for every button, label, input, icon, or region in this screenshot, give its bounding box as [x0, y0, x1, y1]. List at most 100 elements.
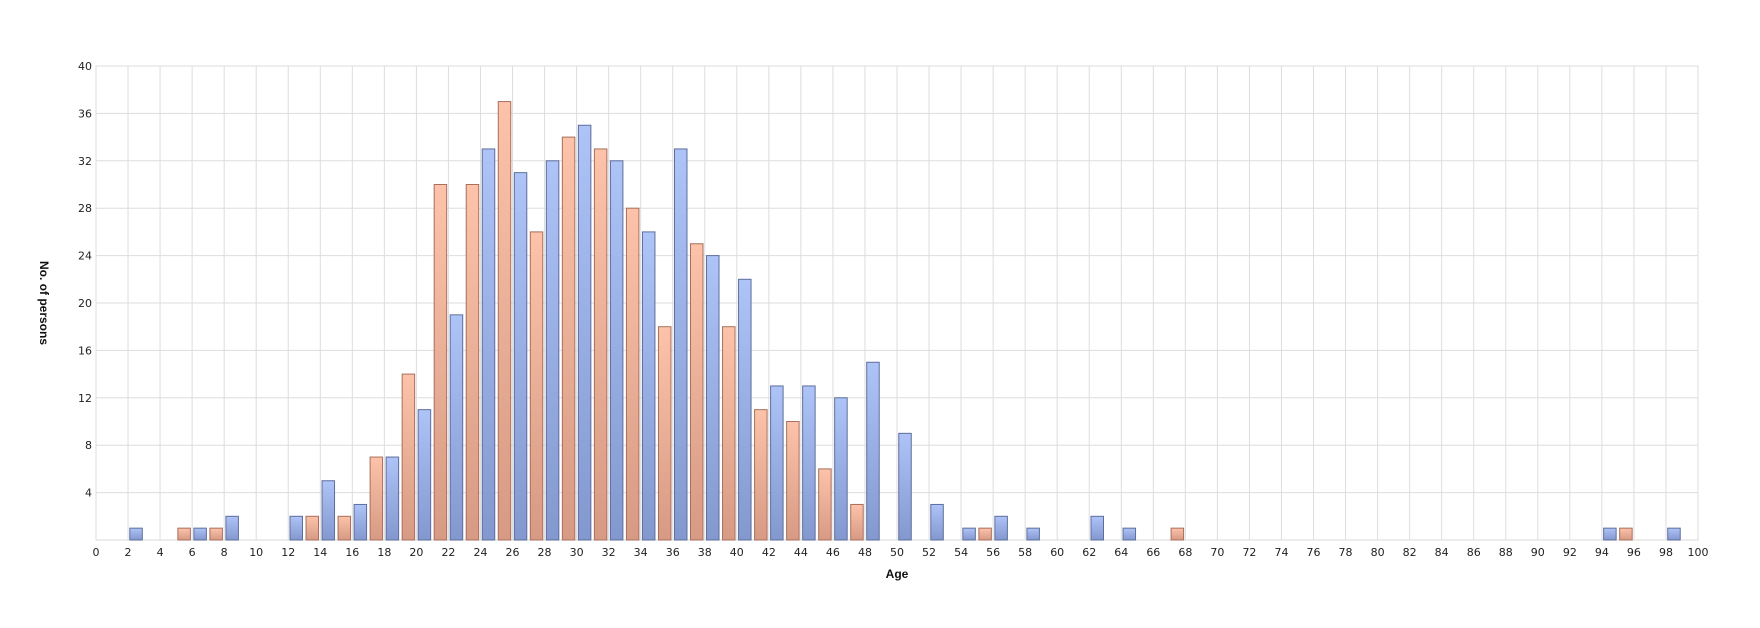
x-tick-label: 80	[1371, 546, 1385, 559]
x-tick-label: 32	[602, 546, 616, 559]
x-tick-label: 44	[794, 546, 808, 559]
bar-blue	[513, 172, 528, 541]
bar-blue	[1026, 527, 1040, 541]
x-tick-label: 4	[157, 546, 164, 559]
x-tick-label: 12	[281, 546, 295, 559]
bar-orange	[1170, 527, 1185, 541]
x-tick-label: 90	[1531, 546, 1545, 559]
x-tick-label: 84	[1435, 546, 1449, 559]
bar-blue	[834, 397, 848, 541]
x-tick-label: 92	[1563, 546, 1577, 559]
bar-orange	[401, 373, 416, 541]
bar-orange	[209, 527, 223, 541]
bar-blue	[930, 503, 944, 541]
y-axis-title: No. of persons	[37, 261, 51, 345]
x-tick-label: 86	[1467, 546, 1481, 559]
x-tick-label: 38	[698, 546, 712, 559]
y-tick-label: 32	[78, 155, 92, 168]
bar-blue	[449, 314, 464, 541]
x-tick-label: 68	[1178, 546, 1192, 559]
x-tick-label: 24	[473, 546, 487, 559]
x-tick-label: 36	[666, 546, 680, 559]
grid-lines	[95, 65, 1699, 540]
x-tick-label: 52	[922, 546, 936, 559]
bar-blue	[1122, 527, 1137, 541]
bar-orange	[786, 421, 800, 541]
bar-orange	[625, 207, 640, 541]
x-tick-label: 78	[1339, 546, 1353, 559]
x-tick-label: 20	[409, 546, 423, 559]
x-tick-label: 94	[1595, 546, 1609, 559]
bar-orange	[657, 326, 672, 541]
bar-orange	[690, 243, 704, 541]
bar-blue	[321, 480, 336, 541]
x-tick-label: 74	[1274, 546, 1288, 559]
bar-blue	[962, 527, 976, 541]
bar-blue	[417, 409, 432, 541]
bar-orange	[722, 326, 736, 541]
tick-labels: 0 2 4 6 8 10 12 14 16 18 20 22 24 26 28 30 32 34 36 38 40 42 4…	[78, 60, 1709, 559]
bar-orange	[305, 515, 320, 541]
x-tick-label: 62	[1082, 546, 1096, 559]
x-tick-label: 66	[1146, 546, 1160, 559]
x-tick-label: 50	[890, 546, 904, 559]
x-tick-label: 40	[730, 546, 744, 559]
bar-blue	[866, 361, 880, 541]
bar-blue	[641, 231, 656, 541]
x-tick-label: 28	[538, 546, 552, 559]
bar-orange	[978, 527, 992, 541]
bar-orange	[561, 136, 576, 541]
bar-blue	[609, 160, 624, 541]
x-tick-label: 64	[1114, 546, 1128, 559]
x-tick-label: 100	[1688, 546, 1709, 559]
x-tick-label: 30	[570, 546, 584, 559]
bar-blue	[193, 527, 207, 541]
bar-orange	[593, 148, 608, 541]
bar-orange	[754, 409, 768, 541]
bar-orange	[497, 101, 512, 541]
bar-blue	[1090, 515, 1104, 541]
x-tick-label: 2	[125, 546, 132, 559]
x-tick-label: 70	[1210, 546, 1224, 559]
x-tick-label: 82	[1403, 546, 1417, 559]
x-tick-label: 14	[313, 546, 327, 559]
y-tick-label: 40	[78, 60, 92, 73]
y-tick-label: 4	[85, 487, 92, 500]
bar-blue	[289, 515, 303, 541]
x-tick-label: 48	[858, 546, 872, 559]
x-tick-label: 46	[826, 546, 840, 559]
bar-orange	[337, 515, 352, 541]
bar-orange	[177, 527, 191, 541]
bar-orange	[529, 231, 544, 541]
bar-blue	[802, 385, 816, 541]
bar-series	[129, 101, 1681, 541]
x-tick-label: 98	[1659, 546, 1673, 559]
bar-blue	[481, 148, 496, 541]
bar-orange	[850, 503, 864, 541]
bar-orange	[818, 468, 832, 541]
y-tick-label: 16	[78, 344, 92, 357]
bar-blue	[1603, 527, 1617, 541]
y-tick-label: 8	[85, 439, 92, 452]
bar-blue	[129, 527, 143, 541]
bar-orange	[369, 456, 384, 541]
x-tick-label: 10	[249, 546, 263, 559]
bar-orange	[433, 184, 448, 541]
bar-blue	[545, 160, 560, 541]
bar-blue	[385, 456, 400, 541]
bar-blue	[994, 515, 1008, 541]
bar-blue	[738, 278, 752, 541]
bar-blue	[577, 124, 592, 541]
bar-orange	[1619, 527, 1633, 541]
x-tick-label: 76	[1307, 546, 1321, 559]
x-tick-label: 34	[634, 546, 648, 559]
x-tick-label: 18	[377, 546, 391, 559]
x-tick-label: 42	[762, 546, 776, 559]
x-tick-label: 58	[1018, 546, 1032, 559]
x-tick-label: 88	[1499, 546, 1513, 559]
y-tick-label: 20	[78, 297, 92, 310]
y-tick-label: 24	[78, 250, 92, 263]
x-tick-label: 26	[506, 546, 520, 559]
